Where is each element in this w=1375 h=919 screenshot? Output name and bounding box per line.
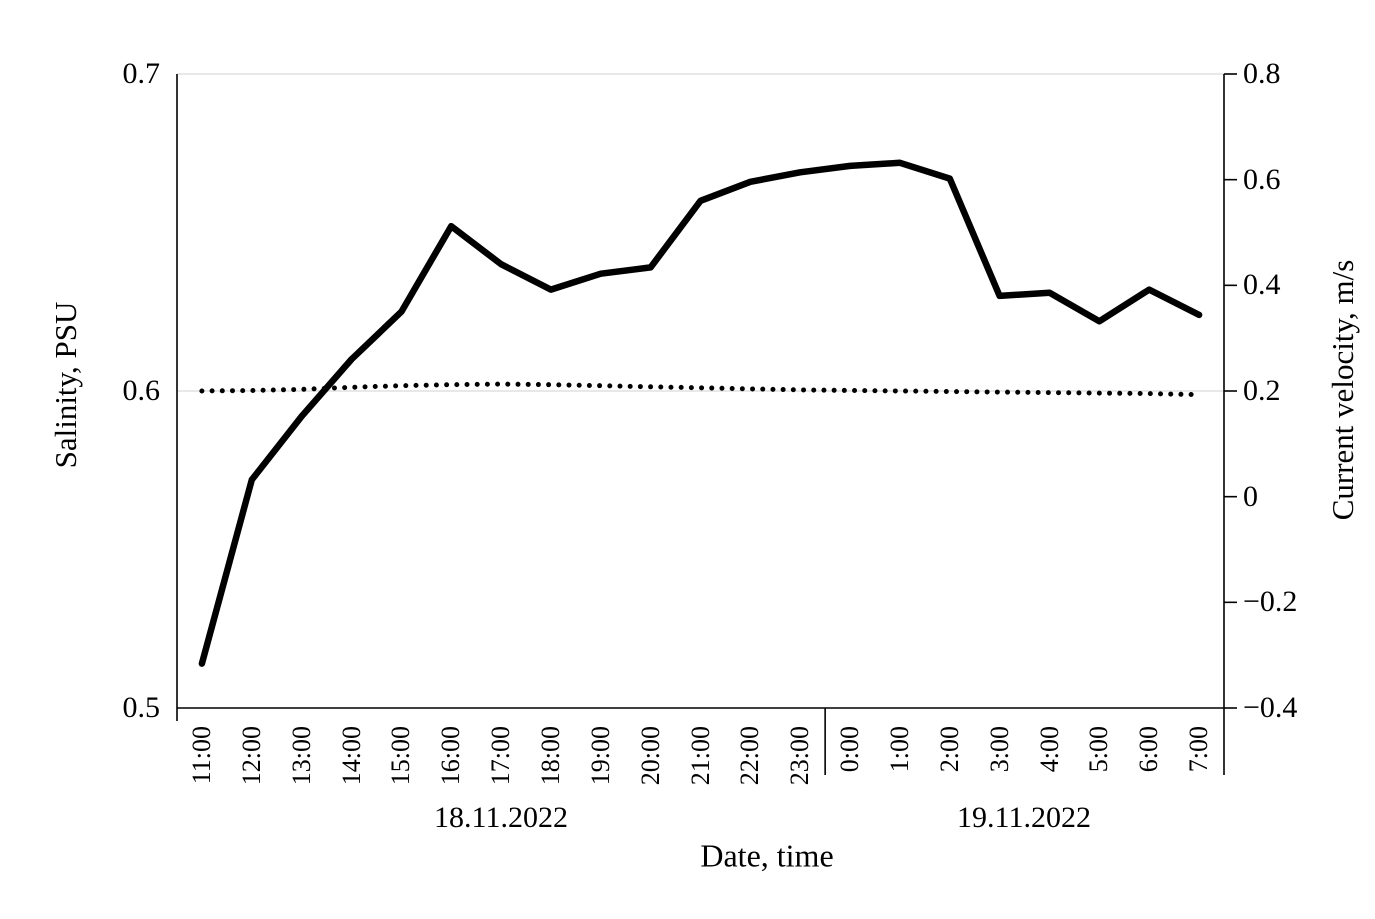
series-line-current-velocity xyxy=(199,381,1202,398)
x-axis-time-label-text: 14:00 xyxy=(336,726,366,786)
date-group-label-first: 18.11.2022 xyxy=(434,801,568,834)
date-group-label-second: 19.11.2022 xyxy=(957,801,1091,834)
x-axis-time-label-text: 16:00 xyxy=(436,726,466,786)
right-axis-tick-label: 0.2 xyxy=(1243,374,1281,407)
x-axis-time-label-text: 3:00 xyxy=(984,726,1014,773)
x-axis-time-label-text: 4:00 xyxy=(1034,726,1064,773)
series-line-salinity xyxy=(198,159,1203,667)
x-axis-time-label-text: 2:00 xyxy=(934,726,964,773)
x-axis-title: Date, time xyxy=(700,837,834,874)
left-axis-tick-label: 0.6 xyxy=(122,374,161,407)
x-axis-time-label-text: 20:00 xyxy=(635,726,665,786)
right-axis-tick-label: −0.4 xyxy=(1243,691,1298,724)
x-axis-time-label-text: 15:00 xyxy=(386,726,416,786)
x-axis-time-label-text: 23:00 xyxy=(785,726,815,786)
x-axis-time-label-text: 0:00 xyxy=(835,726,865,773)
x-axis-time-label-text: 17:00 xyxy=(486,726,516,786)
x-axis-time-label-text: 12:00 xyxy=(236,726,266,786)
right-axis-title: Current velocity, m/s xyxy=(1325,259,1360,521)
right-axis-tick-label: 0.4 xyxy=(1243,268,1281,302)
x-axis-time-label-text: 18:00 xyxy=(535,726,565,786)
left-axis-title: Salinity, PSU xyxy=(48,301,83,469)
x-axis-time-label-text: 21:00 xyxy=(685,726,715,786)
x-axis-time-label-text: 7:00 xyxy=(1184,726,1214,773)
left-axis-tick-label: 0.5 xyxy=(122,691,161,724)
right-axis-tick-label: 0.8 xyxy=(1243,57,1281,90)
right-axis-tick-label: 0 xyxy=(1243,479,1258,513)
right-axis-tick-label: 0.6 xyxy=(1243,162,1281,196)
x-axis-time-label-text: 11:00 xyxy=(186,726,216,785)
x-axis-time-label-text: 13:00 xyxy=(286,726,316,786)
x-axis-time-label-text: 19:00 xyxy=(585,726,615,786)
x-axis-time-label-text: 5:00 xyxy=(1084,726,1114,773)
x-axis-time-label-text: 22:00 xyxy=(735,726,765,786)
right-axis-tick-label: −0.2 xyxy=(1243,585,1298,619)
x-axis-time-label-text: 6:00 xyxy=(1134,726,1164,773)
left-axis-tick-label: 0.7 xyxy=(122,57,161,90)
x-axis-time-label-text: 1:00 xyxy=(884,726,914,773)
